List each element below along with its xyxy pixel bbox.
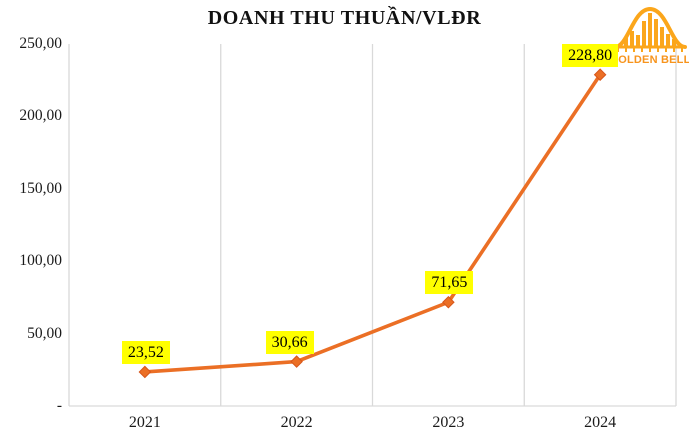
data-point-marker bbox=[442, 295, 455, 309]
data-point-marker bbox=[290, 355, 303, 368]
series-line bbox=[143, 72, 602, 374]
x-axis-label: 2022 bbox=[280, 414, 313, 431]
logo-text: GOLDEN BELL bbox=[611, 54, 689, 66]
y-axis-tick-label: - bbox=[56, 397, 62, 414]
data-label: 228,80 bbox=[562, 43, 619, 67]
x-axis-label: 2024 bbox=[584, 414, 617, 431]
y-axis-tick-label: 50,00 bbox=[27, 324, 62, 342]
histogram-bars-icon bbox=[624, 13, 676, 47]
axis-baseline-icon bbox=[614, 45, 686, 52]
data-point-marker bbox=[138, 365, 152, 379]
data-point-marker bbox=[593, 68, 607, 82]
y-axis-tick-label: 250,00 bbox=[19, 35, 62, 52]
y-axis-tick-label: 100,00 bbox=[19, 252, 62, 270]
x-axis-label: 2023 bbox=[432, 414, 465, 431]
x-axis-label: 2021 bbox=[128, 414, 161, 431]
y-axis-tick-label: 150,00 bbox=[19, 179, 62, 197]
golden-bell-logo: GOLDEN BELL bbox=[611, 6, 689, 66]
data-label: 71,65 bbox=[425, 271, 474, 295]
data-label: 30,66 bbox=[265, 330, 314, 354]
chart-title: DOANH THU THUẦN/VLĐR bbox=[207, 7, 482, 29]
y-axis-tick-label: 200,00 bbox=[19, 107, 62, 125]
data-label: 23,52 bbox=[121, 340, 170, 364]
